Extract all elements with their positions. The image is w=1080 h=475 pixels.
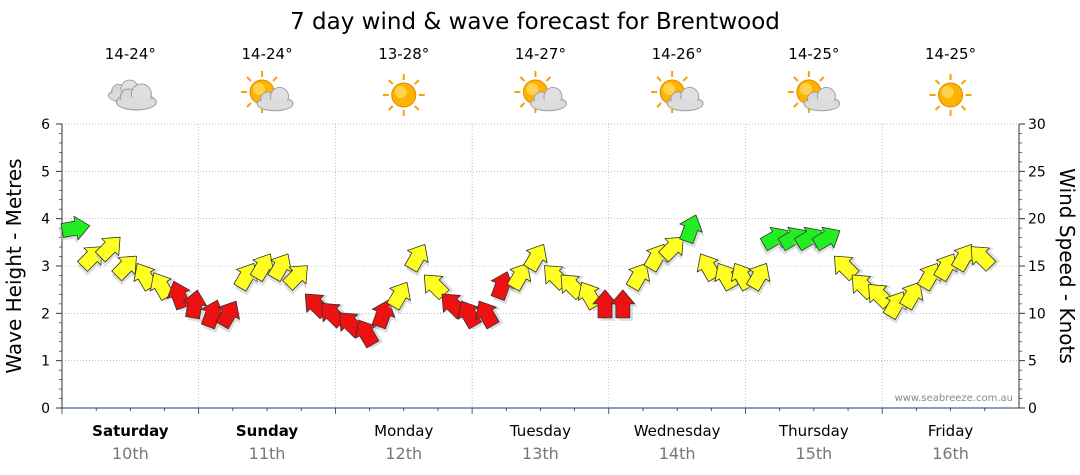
day-axis: Saturday 10th Sunday 11th Monday 12th Tuesday 1…: [61, 408, 986, 463]
wind-arrow: [610, 289, 638, 321]
day-temp: 14-27°: [515, 45, 566, 63]
wind-arrow: [386, 281, 412, 315]
day-date: 12th: [385, 444, 422, 463]
left-tick-label: 1: [41, 354, 50, 370]
day-temp: 14-24°: [242, 45, 293, 63]
wind-arrow: [970, 246, 1001, 272]
right-tick-label: 5: [1028, 354, 1037, 370]
partly-sunny-icon: [240, 70, 294, 114]
wind-arrow: [215, 300, 241, 334]
wind-arrow: [423, 274, 454, 301]
day-temp: 14-24°: [105, 45, 156, 63]
day-temp: 14-25°: [788, 45, 839, 63]
cloudy-icon: [107, 79, 157, 111]
wind-arrow: [404, 243, 430, 277]
left-tick-label: 6: [41, 117, 50, 133]
wind-arrow: [746, 262, 771, 296]
day-date: 14th: [659, 444, 696, 463]
day-name: Tuesday: [509, 422, 571, 440]
day-date: 11th: [249, 444, 286, 463]
wind-arrow: [834, 255, 864, 282]
day-date: 13th: [522, 444, 559, 463]
wind-arrow: [658, 236, 684, 267]
day-temp: 14-25°: [925, 45, 976, 63]
right-tick-label: 10: [1028, 306, 1046, 322]
right-tick-label: 0: [1028, 401, 1037, 417]
right-tick-label: 25: [1028, 164, 1046, 180]
wind-arrow: [899, 281, 925, 315]
weather-row: 14-24° 14-24° 13-28° 14-27° 14-26° 14-25° 14-2…: [105, 45, 976, 117]
partly-sunny-icon: [650, 70, 704, 114]
day-name: Monday: [374, 422, 433, 440]
wind-arrow: [249, 253, 275, 286]
wind-arrow: [182, 289, 210, 323]
wind-arrow: [625, 262, 651, 296]
sunny-icon: [928, 73, 973, 117]
day-name: Friday: [928, 422, 974, 440]
partly-sunny-icon: [786, 70, 841, 114]
day-name: Sunday: [236, 422, 299, 440]
wind-arrows: [58, 214, 1001, 350]
right-axis: 0 5 10 15 20 25 30: [1019, 117, 1046, 417]
day-temp: 13-28°: [378, 45, 429, 63]
right-tick-label: 30: [1028, 117, 1046, 133]
chart-title: 7 day wind & wave forecast for Brentwood: [290, 9, 780, 35]
day-name: Wednesday: [634, 422, 721, 440]
day-date: 10th: [112, 444, 149, 463]
wind-arrow: [267, 253, 293, 286]
day-name: Saturday: [92, 422, 169, 440]
left-tick-label: 2: [41, 306, 50, 322]
sunny-icon: [381, 73, 426, 117]
wind-arrow: [94, 236, 121, 267]
wind-arrow: [811, 226, 841, 255]
left-tick-label: 4: [41, 212, 50, 228]
wind-arrow: [58, 215, 91, 244]
left-tick-label: 3: [41, 259, 50, 275]
left-axis: 0 1 2 3 4 5 6: [41, 117, 62, 417]
wind-arrow: [355, 319, 383, 350]
watermark: www.seabreeze.com.au: [895, 393, 1013, 404]
wind-arrow: [523, 243, 549, 277]
day-date: 16th: [932, 444, 969, 463]
wind-arrow: [475, 300, 504, 331]
day-name: Thursday: [778, 422, 849, 440]
wind-arrow: [679, 214, 705, 248]
day-temp: 14-26°: [652, 45, 703, 63]
partly-sunny-icon: [513, 70, 567, 114]
right-tick-label: 20: [1028, 212, 1046, 228]
left-tick-label: 0: [41, 401, 50, 417]
wind-arrow: [282, 265, 308, 295]
right-tick-label: 15: [1028, 259, 1046, 275]
left-tick-label: 5: [41, 164, 50, 180]
wind-arrow: [111, 255, 137, 286]
day-date: 15th: [795, 444, 832, 463]
right-axis-title: Wind Speed - Knots: [1055, 168, 1079, 364]
left-axis-title: Wave Height - Metres: [2, 158, 26, 373]
wind-arrow: [506, 262, 532, 296]
